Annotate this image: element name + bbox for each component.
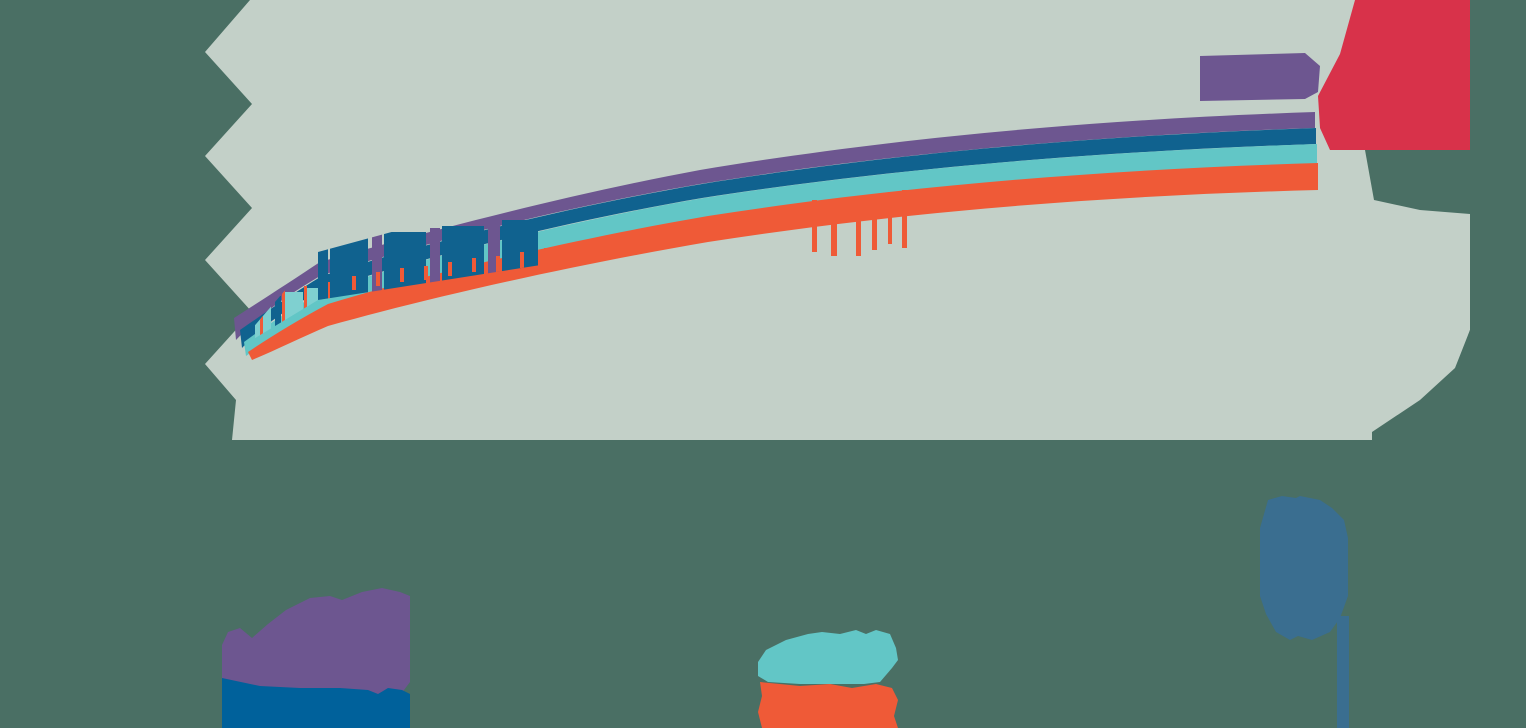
legend-item-d-c[interactable] [222,588,410,728]
orange-drop-rules [812,190,907,256]
sample-column-cluster-mid [318,220,538,302]
legend-marker-pin[interactable] [1260,496,1349,728]
legend-swatch-a [758,682,898,728]
legend-swatch-c [222,678,410,728]
legend-fragments [222,496,1349,728]
legend-item-b-a[interactable] [758,630,898,728]
marker-pin-head [1260,496,1348,640]
sample-tick-row [352,240,620,290]
legend-swatch-b [758,630,898,684]
mask-top-right [1470,0,1526,160]
area-series-b [244,144,1317,356]
marker-pin-stem [1337,616,1349,728]
mask-left-column [0,0,205,440]
callout-block [1200,53,1320,101]
mask-right-lower [1372,150,1526,440]
area-series-a [248,163,1318,360]
